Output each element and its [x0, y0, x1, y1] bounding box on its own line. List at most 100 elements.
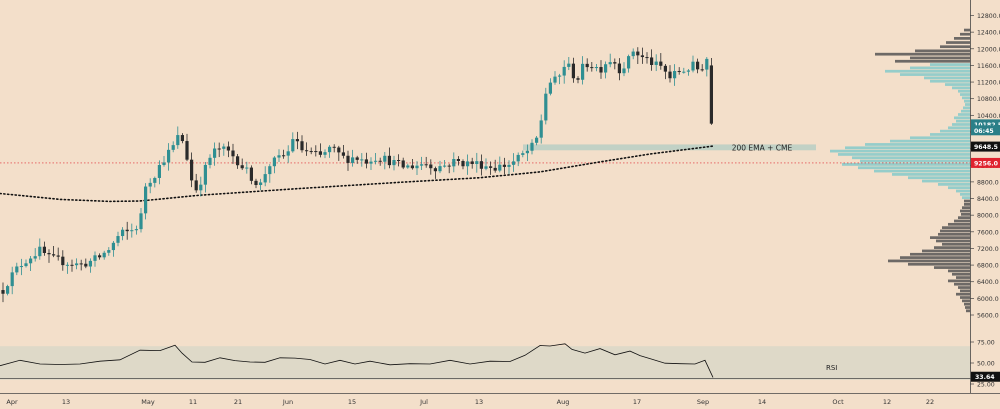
candle[interactable]	[475, 161, 479, 164]
candle[interactable]	[332, 146, 336, 148]
candle[interactable]	[659, 61, 663, 66]
candle[interactable]	[521, 153, 525, 155]
candle[interactable]	[424, 164, 428, 166]
candle[interactable]	[525, 150, 529, 154]
candle[interactable]	[452, 159, 456, 167]
candle[interactable]	[585, 63, 589, 68]
candle[interactable]	[291, 139, 295, 152]
candle[interactable]	[286, 151, 290, 156]
candle[interactable]	[535, 137, 539, 143]
candle[interactable]	[52, 254, 56, 256]
candle[interactable]	[489, 166, 493, 168]
candle[interactable]	[309, 151, 313, 153]
candle[interactable]	[420, 164, 424, 166]
candle[interactable]	[153, 177, 157, 183]
candle[interactable]	[466, 161, 470, 167]
candle[interactable]	[530, 142, 534, 151]
candle[interactable]	[263, 174, 267, 183]
candle[interactable]	[567, 63, 571, 67]
candle[interactable]	[139, 213, 143, 230]
candle[interactable]	[121, 229, 125, 237]
candle[interactable]	[571, 63, 575, 79]
candle[interactable]	[364, 159, 368, 164]
candle[interactable]	[79, 263, 83, 265]
candle[interactable]	[470, 161, 474, 164]
candle[interactable]	[236, 156, 240, 166]
candle[interactable]	[346, 155, 350, 163]
candle[interactable]	[677, 71, 681, 73]
candle[interactable]	[157, 164, 161, 178]
candle[interactable]	[410, 165, 414, 169]
candle[interactable]	[125, 229, 129, 232]
candle[interactable]	[709, 65, 713, 124]
candle[interactable]	[627, 56, 631, 69]
candle[interactable]	[144, 186, 148, 214]
candle[interactable]	[111, 242, 115, 251]
candle[interactable]	[15, 266, 19, 273]
candle[interactable]	[33, 256, 37, 259]
candle[interactable]	[93, 255, 97, 261]
candle[interactable]	[148, 182, 152, 187]
candle[interactable]	[185, 141, 189, 160]
candle[interactable]	[378, 160, 382, 162]
candle[interactable]	[493, 167, 497, 171]
candle[interactable]	[10, 272, 14, 287]
candle[interactable]	[553, 76, 557, 83]
candle[interactable]	[369, 161, 373, 164]
candle[interactable]	[162, 162, 166, 165]
candle[interactable]	[383, 155, 387, 162]
candle[interactable]	[268, 166, 272, 175]
candle[interactable]	[1, 290, 5, 294]
candle[interactable]	[617, 63, 621, 74]
candle[interactable]	[70, 264, 74, 266]
candle[interactable]	[102, 252, 106, 258]
candle[interactable]	[558, 75, 562, 77]
candle[interactable]	[42, 246, 46, 253]
candle[interactable]	[300, 141, 304, 151]
candle[interactable]	[245, 167, 249, 169]
candle[interactable]	[548, 82, 552, 94]
candle[interactable]	[645, 57, 649, 59]
candle[interactable]	[314, 151, 318, 153]
candle[interactable]	[226, 146, 230, 151]
candle[interactable]	[479, 161, 483, 169]
candle[interactable]	[512, 161, 516, 165]
candle[interactable]	[461, 161, 465, 167]
candle[interactable]	[203, 164, 207, 185]
candle[interactable]	[84, 263, 88, 267]
candle[interactable]	[116, 236, 120, 243]
candle[interactable]	[415, 165, 419, 169]
candle[interactable]	[438, 166, 442, 172]
candle[interactable]	[47, 252, 51, 255]
candle[interactable]	[691, 61, 695, 71]
candle[interactable]	[180, 135, 184, 142]
candle[interactable]	[590, 67, 594, 69]
candle[interactable]	[56, 255, 60, 257]
candle[interactable]	[640, 55, 644, 58]
candle[interactable]	[272, 157, 276, 167]
candle[interactable]	[433, 168, 437, 172]
candle[interactable]	[700, 69, 704, 71]
candle[interactable]	[397, 160, 401, 162]
candle[interactable]	[673, 71, 677, 79]
candle[interactable]	[594, 67, 598, 69]
candle[interactable]	[622, 68, 626, 74]
candle[interactable]	[484, 166, 488, 169]
candle[interactable]	[668, 71, 672, 79]
candle[interactable]	[631, 51, 635, 57]
candle[interactable]	[516, 154, 520, 162]
candle[interactable]	[387, 155, 391, 166]
candle[interactable]	[351, 157, 355, 163]
candle[interactable]	[134, 229, 138, 231]
candle[interactable]	[682, 71, 686, 73]
candle[interactable]	[88, 260, 92, 267]
candle[interactable]	[686, 70, 690, 72]
candle[interactable]	[19, 266, 23, 268]
candle[interactable]	[539, 120, 543, 138]
candle[interactable]	[240, 165, 244, 169]
candle[interactable]	[544, 93, 548, 121]
candle[interactable]	[392, 160, 396, 166]
candle[interactable]	[374, 160, 378, 162]
candle[interactable]	[447, 165, 451, 167]
candle[interactable]	[355, 157, 359, 160]
